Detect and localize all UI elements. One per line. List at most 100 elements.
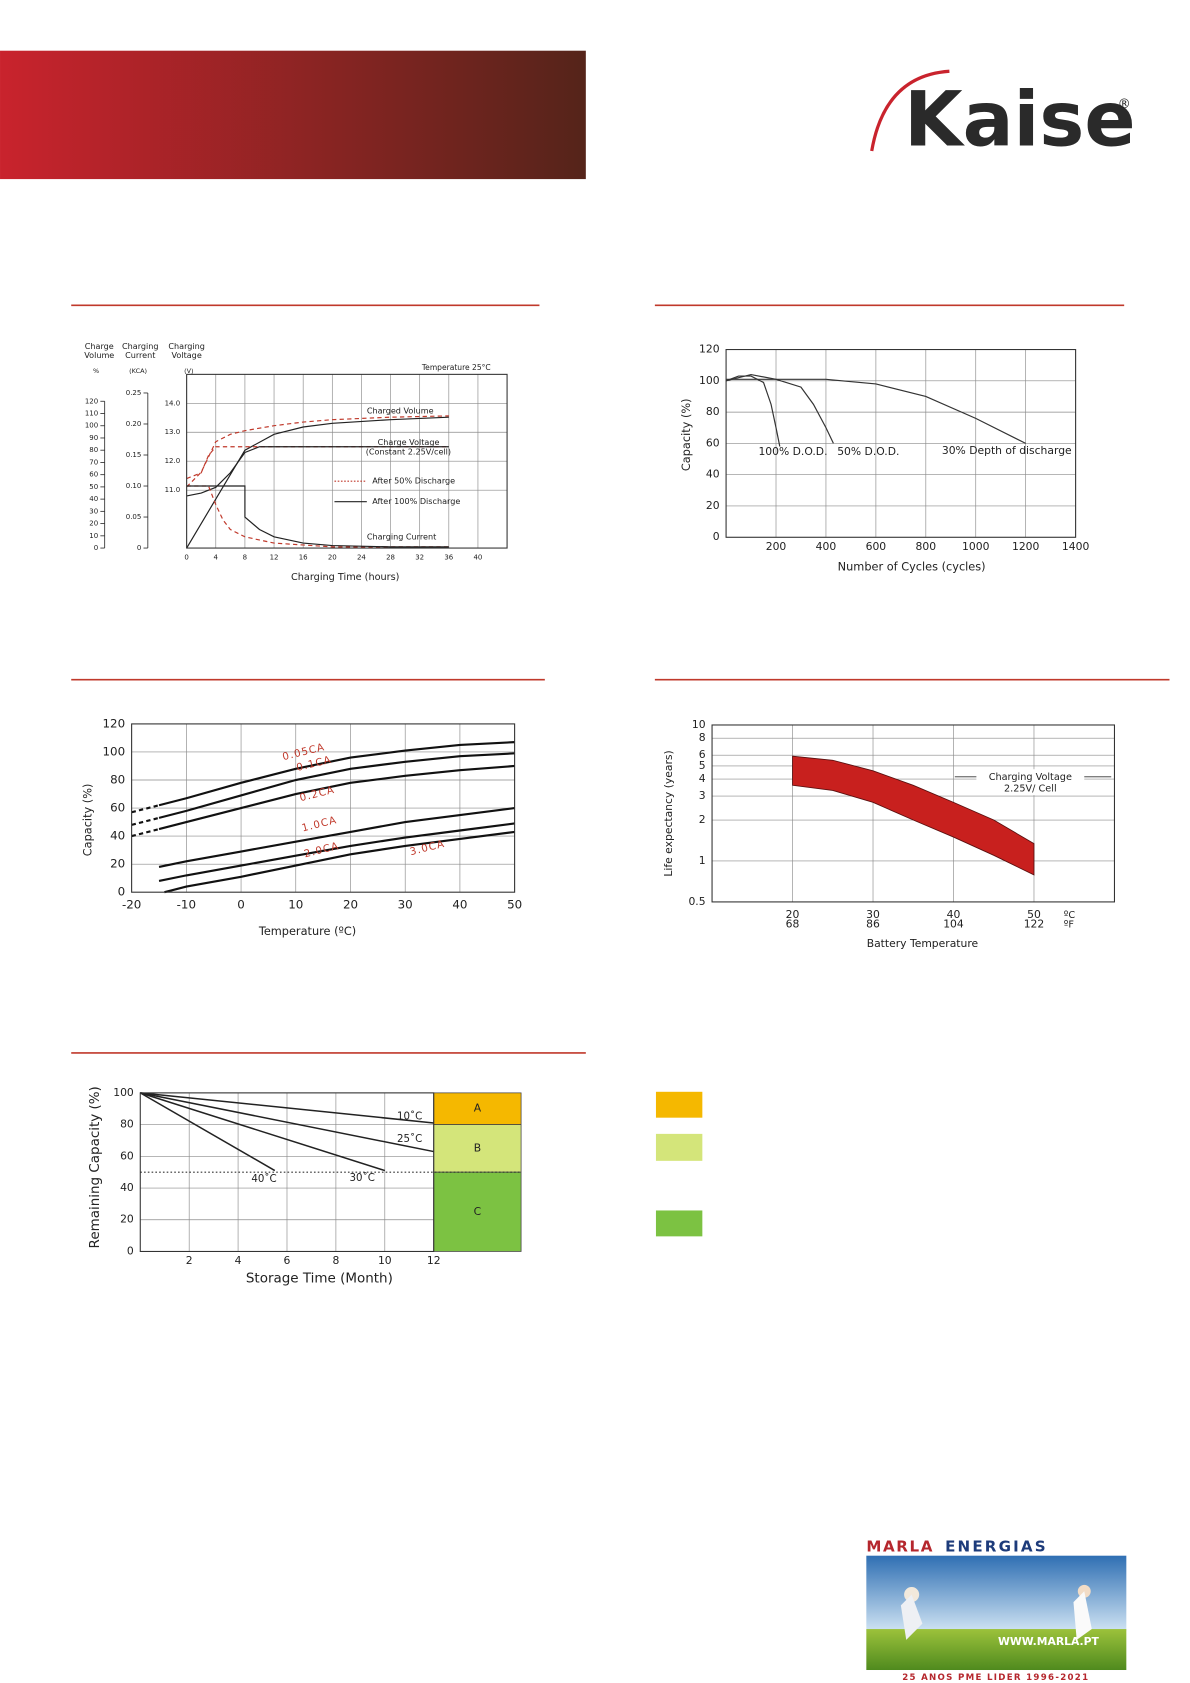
- y-tick-label: 120: [699, 343, 720, 356]
- x-tick-label: 10: [378, 1254, 392, 1267]
- curve-label: (Constant 2.25V/cell): [366, 447, 451, 457]
- zone: [433, 1092, 522, 1125]
- x-axis-label: Battery Temperature: [867, 937, 979, 950]
- y-tick-label: 40: [89, 494, 98, 503]
- annotation: 2.25V/ Cell: [1004, 784, 1057, 795]
- curve: [140, 1092, 434, 1153]
- x-tick-label: 32: [415, 553, 424, 562]
- band: [792, 755, 1035, 876]
- y-tick-label: 70: [89, 457, 98, 466]
- curve-label: 50% D.O.D.: [837, 445, 899, 458]
- curve-label: 100% D.O.D.: [758, 445, 827, 458]
- x-tick-label: 1200: [1012, 540, 1040, 553]
- y-tick-label: 80: [120, 1118, 134, 1131]
- x-tick-label: -10: [177, 898, 196, 912]
- x-tick-label: 20: [328, 553, 337, 562]
- curve-segment: [131, 828, 160, 838]
- footer-brand-1: MARLA: [866, 1538, 934, 1556]
- x-tick-label: 36: [444, 553, 453, 562]
- y-tick-label: 110: [85, 409, 98, 418]
- curve: [186, 485, 449, 548]
- x-tick-label: 28: [386, 553, 395, 562]
- y-tick-label: 60: [120, 1149, 134, 1162]
- header-band: [0, 50, 586, 180]
- x-tick-label: 4: [235, 1254, 242, 1267]
- x-tick-label: 10: [288, 898, 303, 912]
- y-tick-label: 40: [120, 1181, 134, 1194]
- y-tick-label: 80: [110, 773, 125, 787]
- y-tick-label: 2: [699, 813, 706, 826]
- y-tick-label: 80: [706, 405, 720, 418]
- curve: [158, 764, 515, 831]
- y-tick-label: 0: [713, 530, 720, 543]
- curve-label: 30˚C: [350, 1172, 375, 1184]
- y-tick-label: 0: [118, 885, 126, 899]
- x-tick-label: 800: [916, 540, 937, 553]
- zone: [433, 1171, 522, 1252]
- curve: [140, 1092, 434, 1124]
- y-tick-label: 80: [89, 445, 98, 454]
- zone-label: C: [474, 1205, 482, 1218]
- x-tick-label: 400: [816, 540, 837, 553]
- y-tick-label: 1: [699, 854, 706, 867]
- x-unit: ºC: [1064, 910, 1076, 921]
- y-tick-label: 120: [103, 716, 126, 730]
- axis-unit: (V): [184, 367, 193, 375]
- y-tick-label: 0.10: [126, 481, 142, 490]
- y-tick-label: 20: [89, 519, 98, 528]
- y-axis-label: Life expectancy (years): [662, 750, 675, 876]
- x-tick-label: 30: [398, 898, 413, 912]
- axis-title: Current: [125, 350, 155, 360]
- logo-arc: [870, 69, 950, 152]
- curve: [158, 806, 515, 869]
- y-tick-label: 100: [85, 421, 98, 430]
- x-tick-label: 2: [186, 1254, 193, 1267]
- logo-registered: ®: [1118, 97, 1131, 112]
- plot-frame: [186, 373, 508, 549]
- y-tick-label: 0: [137, 543, 141, 552]
- x-tick-label-f: 86: [866, 918, 880, 931]
- x-tick-label: 1400: [1062, 540, 1090, 553]
- x-tick-label: 200: [766, 540, 787, 553]
- y-tick-label: 11.0: [165, 485, 181, 494]
- curve: [158, 822, 515, 883]
- y-tick-label: 4: [699, 772, 706, 785]
- x-tick-label: 600: [866, 540, 887, 553]
- y-tick-label: 13.0: [165, 427, 181, 436]
- curve-label: Charging Current: [367, 532, 436, 542]
- legend-label: After 100% Discharge: [372, 496, 460, 506]
- x-tick-label: 8: [332, 1254, 339, 1267]
- curve-label: 30% Depth of discharge: [942, 444, 1072, 457]
- plot-frame: [711, 724, 1116, 903]
- x-axis-label: Temperature (ºC): [258, 924, 356, 938]
- y-tick-label: 90: [89, 433, 98, 442]
- curve: [158, 741, 515, 807]
- curve-label: 3.0CA: [409, 838, 447, 858]
- curve: [726, 378, 1026, 444]
- axis-title: Charging: [122, 341, 159, 351]
- y-tick-label: 120: [85, 396, 98, 405]
- curve: [140, 1092, 386, 1172]
- annotation: Charging Voltage: [989, 772, 1072, 783]
- y-tick-label: 0.5: [688, 895, 705, 908]
- y-tick-label: 100: [699, 374, 720, 387]
- y-tick-label: 40: [110, 829, 125, 843]
- x-tick-label: 40: [452, 898, 467, 912]
- legend-label: After 50% Discharge: [372, 476, 455, 486]
- x-tick-label: 1000: [962, 540, 990, 553]
- logo: Kaise: [904, 76, 1135, 164]
- x-tick-label: 12: [427, 1254, 441, 1267]
- y-tick-label: 12.0: [165, 456, 181, 465]
- x-tick-label: 0: [184, 553, 188, 562]
- plot-frame: [131, 723, 516, 893]
- x-tick-label: 8: [243, 553, 247, 562]
- curve: [186, 415, 449, 488]
- y-axis-label: Remaining Capacity (%): [87, 1086, 103, 1248]
- y-axis-label: Capacity (%): [679, 398, 693, 471]
- x-axis-label: Number of Cycles (cycles): [838, 559, 986, 573]
- y-tick-label: 20: [110, 857, 125, 871]
- x-axis-label: Storage Time (Month): [246, 1270, 393, 1286]
- y-tick-label: 60: [706, 436, 720, 449]
- curve-label: Charge Voltage: [378, 437, 440, 447]
